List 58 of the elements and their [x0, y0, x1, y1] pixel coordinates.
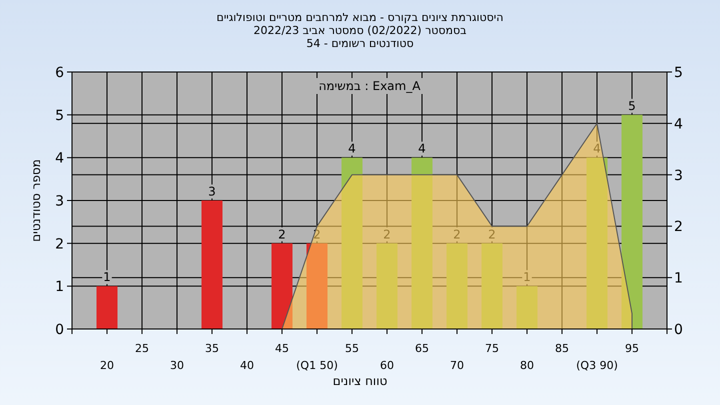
chart-subtitle: בסמסטר (02/2022) סמסטר אביב 2022/23 סטודנטים רשומים - 54	[253, 24, 467, 50]
y-tick-label: 6	[55, 65, 64, 81]
x-tick-label: 85	[555, 342, 569, 355]
annotation: במשימה : Exam_A	[318, 79, 422, 93]
x-tick-label: (Q1 50)	[296, 359, 338, 372]
y2-tick-label: 1	[674, 270, 683, 287]
data-label: 4	[348, 142, 356, 156]
x-tick-label: 60	[380, 359, 394, 372]
y2-tick-label: 5	[674, 65, 683, 81]
y2-tick-label: 2	[674, 219, 683, 236]
data-label: 2	[313, 227, 321, 242]
x-tick-label: 35	[205, 342, 219, 355]
y2-tick-label: 0	[674, 322, 683, 338]
x-axis-title: טווח ציונים	[332, 374, 388, 388]
data-label: 1	[523, 270, 531, 284]
x-tick-label: 95	[625, 342, 639, 355]
y-tick-label: 3	[55, 194, 64, 210]
x-tick-label: 30	[170, 359, 184, 372]
data-label: 2	[383, 227, 391, 242]
x-tick-label: 75	[485, 342, 499, 355]
x-tick-label: 20	[100, 359, 114, 372]
x-tick-label: 70	[450, 359, 464, 372]
x-tick-label: 65	[415, 342, 429, 355]
bar	[376, 243, 398, 329]
data-label: 4	[418, 142, 426, 156]
y-tick-label: 0	[55, 322, 64, 338]
data-label: 2	[278, 227, 286, 242]
y2-tick-label: 3	[674, 168, 683, 184]
bar	[586, 158, 608, 329]
x-tick-label: 45	[275, 342, 289, 355]
x-tick-label: 25	[135, 342, 149, 355]
bar	[342, 158, 362, 329]
bar	[516, 286, 538, 329]
bar	[96, 286, 118, 329]
bar	[272, 243, 292, 329]
x-tick-label: 55	[345, 342, 359, 355]
y-tick-label: 5	[55, 108, 64, 124]
y-tick-label: 1	[55, 279, 64, 296]
bar	[306, 243, 328, 329]
bar	[412, 158, 432, 329]
data-label: 2	[488, 227, 496, 242]
data-label: 2	[453, 227, 461, 242]
bar	[446, 243, 468, 329]
y-tick-label: 4	[55, 150, 64, 167]
y-tick-label: 2	[55, 236, 64, 252]
data-label: 3	[208, 184, 216, 198]
data-label: 4	[593, 142, 601, 156]
y2-tick-label: 4	[674, 116, 683, 132]
y-axis-title: מספר סטודנטים	[29, 159, 43, 242]
bar	[622, 114, 642, 329]
x-tick-label: 40	[240, 359, 254, 372]
x-tick-label: (Q3 90)	[576, 359, 618, 372]
data-label: 5	[628, 98, 636, 113]
bar	[482, 243, 502, 329]
x-tick-label: 80	[520, 359, 534, 372]
data-label: 1	[103, 270, 111, 284]
bar	[202, 200, 222, 329]
chart-title: היסטוגרמת ציונים בקורס - מבוא למרחבים מטריים וטופולוגיים	[216, 11, 504, 24]
